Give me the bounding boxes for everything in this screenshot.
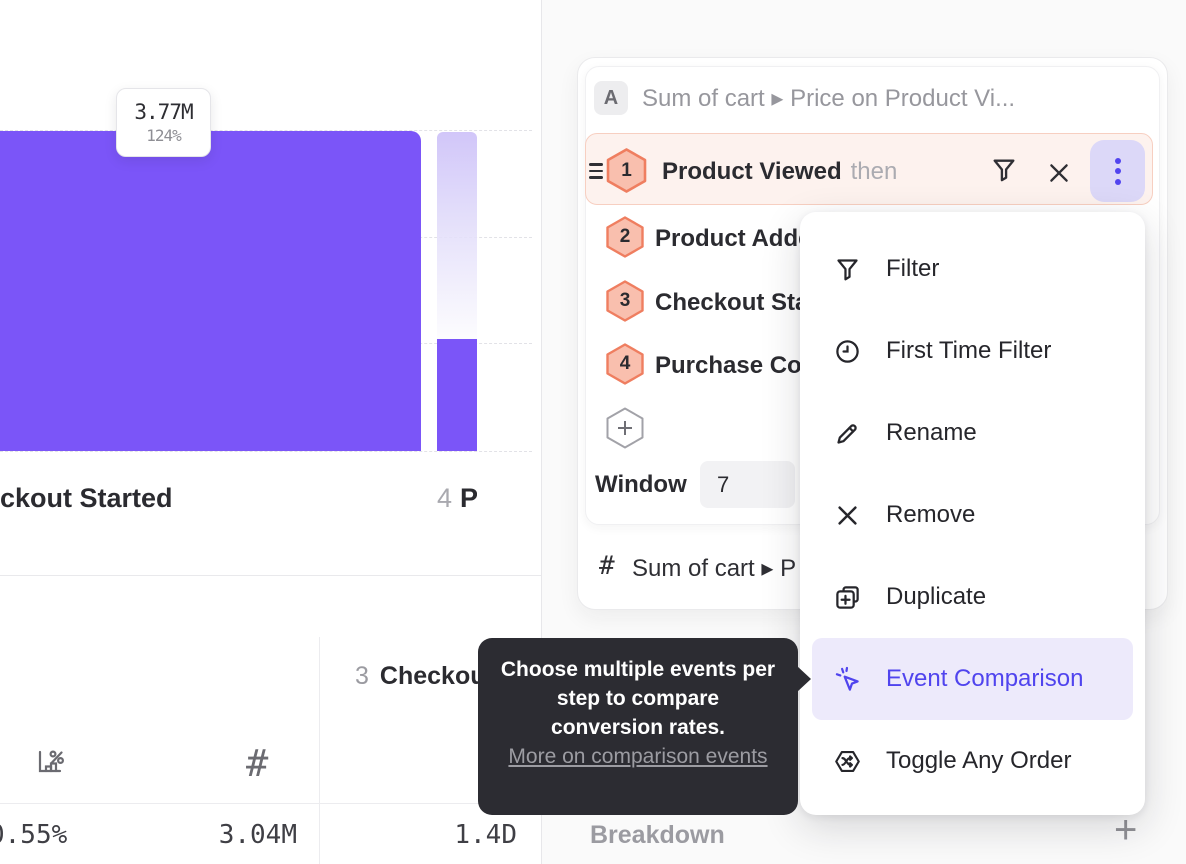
close-icon (834, 502, 861, 529)
shuffle-hexagon-icon (834, 748, 861, 775)
x-axis-label-checkout: ckout Started (0, 483, 173, 513)
x-axis-step-text: Pu (460, 483, 477, 513)
sum-metric-label[interactable]: Sum of cart ▸ P (632, 555, 797, 582)
menu-item-remove[interactable]: Remove (800, 474, 1145, 556)
tooltip-text: Choose multiple events per step to compa… (500, 658, 776, 739)
tooltip-arrow (797, 666, 811, 692)
more-options-button[interactable] (1090, 140, 1145, 202)
menu-item-toggle-any-order[interactable]: Toggle Any Order (800, 720, 1145, 802)
funnel-bar-purchase-gradient[interactable] (437, 132, 477, 339)
step-3-hexagon-badge: 3 (606, 280, 644, 322)
menu-item-duplicate[interactable]: Duplicate (800, 556, 1145, 638)
add-breakdown-button[interactable]: + (1114, 808, 1138, 852)
step-1-number: 1 (621, 159, 632, 181)
table-cell-count: 3.04M (218, 820, 297, 850)
breakdown-label: Breakdown (590, 821, 725, 849)
step-3-number: 3 (619, 290, 631, 311)
chart-hover-tooltip: 3.77M 124% (116, 88, 211, 157)
table-cell-conversion: 0.55% (0, 820, 68, 850)
table-cell-time: 1.4D (454, 820, 517, 850)
clock-icon (834, 338, 861, 365)
chart-tooltip-value: 3.77M (134, 100, 193, 124)
window-label: Window (595, 471, 687, 498)
chart-gridline (0, 451, 532, 452)
step-1-label[interactable]: Product Viewed then (662, 158, 898, 185)
chart-tooltip-percent: 124% (146, 126, 182, 145)
add-step-hexagon-icon[interactable] (606, 407, 644, 449)
step-4-hexagon-badge: 4 (606, 343, 644, 385)
step-2-number: 2 (619, 226, 631, 247)
step-2-label[interactable]: Product Added (655, 225, 827, 252)
filter-icon (834, 256, 861, 283)
event-comparison-tooltip: Choose multiple events per step to compa… (478, 638, 811, 815)
step-1-hexagon-badge: 1 (606, 148, 647, 193)
table-header-step-number: 3 (355, 662, 369, 690)
sum-metric-hash-icon: # (599, 551, 615, 581)
menu-item-filter[interactable]: Filter (800, 228, 1145, 310)
step-row-1[interactable] (585, 133, 1153, 205)
pencil-icon (834, 420, 861, 447)
metric-a-badge: A (594, 81, 628, 115)
menu-item-first-time-filter[interactable]: First Time Filter (800, 310, 1145, 392)
window-input[interactable]: 7 (700, 461, 795, 508)
close-icon[interactable] (1046, 160, 1072, 186)
x-axis-step-number: 4 (437, 483, 453, 513)
filter-icon[interactable] (990, 156, 1018, 184)
menu-item-event-comparison[interactable]: Event Comparison (800, 638, 1145, 720)
duplicate-icon (834, 584, 861, 611)
funnel-bar-purchase-solid[interactable] (437, 339, 477, 451)
conversion-rate-icon (33, 745, 67, 779)
menu-highlight (812, 638, 1133, 720)
step-4-number: 4 (619, 353, 631, 374)
horizontal-divider (0, 575, 541, 576)
vertical-divider (541, 0, 542, 864)
step-2-hexagon-badge: 2 (606, 216, 644, 258)
menu-item-rename[interactable]: Rename (800, 392, 1145, 474)
count-icon: # (246, 742, 269, 785)
x-axis-label-purchase: 4 Pu (437, 483, 477, 514)
table-row-separator (0, 803, 541, 804)
chart-gridline (0, 130, 532, 131)
drag-handle-icon[interactable] (589, 163, 603, 179)
event-comparison-icon (834, 666, 861, 693)
metric-a-label[interactable]: Sum of cart ▸ Price on Product Vi... (642, 85, 1016, 112)
tooltip-link[interactable]: More on comparison events (508, 745, 768, 768)
funnel-bar-checkout-started[interactable] (0, 131, 421, 451)
table-column-separator (319, 637, 320, 864)
step-connector: then (850, 158, 898, 185)
